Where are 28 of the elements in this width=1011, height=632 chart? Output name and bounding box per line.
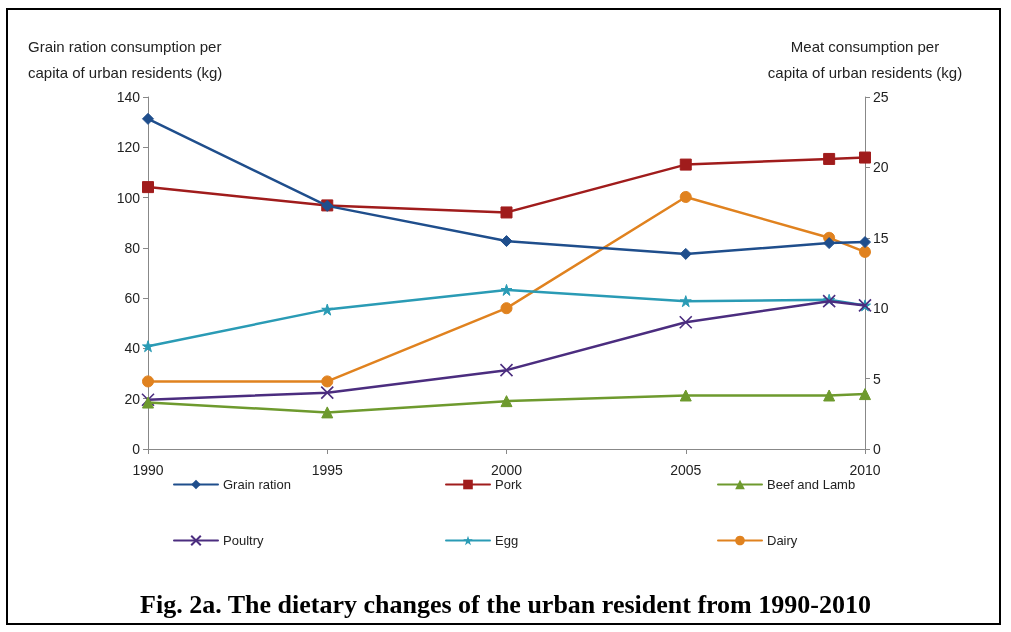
x-tick-label: 2000 <box>490 462 523 478</box>
y2-tick-label: 0 <box>873 441 881 457</box>
y-tick-label: 120 <box>116 139 141 156</box>
y-tick-label: 100 <box>116 189 141 206</box>
y2-tick-label: 5 <box>873 370 881 387</box>
x-tick-label: 1990 <box>132 462 164 478</box>
y-tick-label: 40 <box>124 340 141 357</box>
legend-label: Pork <box>495 477 523 492</box>
y2-tick-label: 20 <box>873 159 889 176</box>
y2-tick-label: 10 <box>873 300 889 317</box>
x-tick-label: 1995 <box>311 462 344 478</box>
y-tick-label: 140 <box>116 89 141 105</box>
y2-tick-label: 25 <box>873 89 889 105</box>
y2-axis-title: Meat consumption per capita of urban residents (kg) <box>767 37 963 81</box>
legend-label: Beef and Lamb <box>767 477 856 492</box>
y-tick-label: 80 <box>124 239 141 256</box>
y-axis-title: Grain ration consumption per capita of urban residents (kg) <box>28 37 223 81</box>
y-tick-label: 20 <box>124 390 141 407</box>
legend-label: Poultry <box>223 533 264 548</box>
legend-label: Grain ration <box>223 477 291 492</box>
text: Fig. 2a. The dietary changes of the urban resident from 1990-2010 <box>140 589 871 619</box>
legend-label: Egg <box>495 533 519 548</box>
x-tick-label: 2010 <box>849 462 881 478</box>
x-tick-label: 2005 <box>670 462 702 478</box>
y-tick-label: 0 <box>132 441 141 457</box>
y-tick-label: 60 <box>124 290 141 307</box>
y2-tick-label: 15 <box>873 229 889 246</box>
legend-label: Dairy <box>767 533 798 548</box>
